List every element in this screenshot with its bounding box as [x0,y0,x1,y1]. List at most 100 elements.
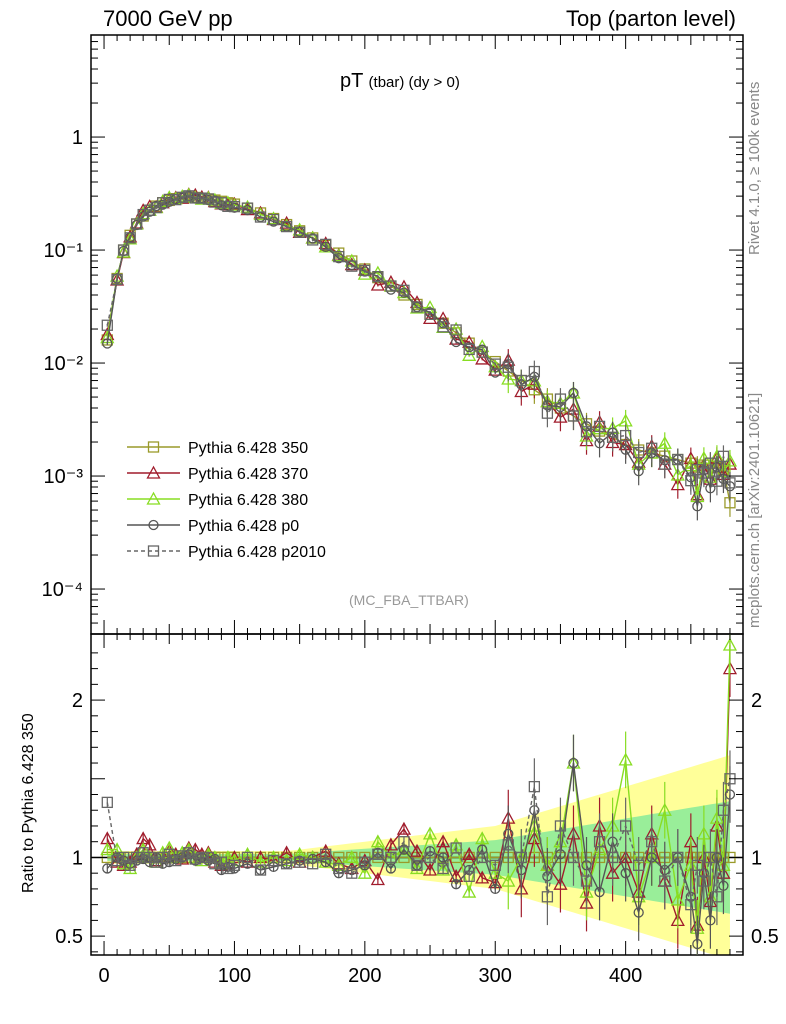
main-marker [515,374,527,387]
legend: Pythia 6.428 350 Pythia 6.428 370 Pythia 6… [127,440,326,561]
legend-marker [147,441,160,453]
xtick-label: 100 [218,965,251,987]
main-marker [398,284,410,296]
main-marker [411,301,423,313]
main-marker [111,273,123,286]
legend-label: Pythia 6.428 p0 [188,518,299,535]
ratio-marker [333,862,345,875]
ratio-marker [357,865,372,879]
main-marker [718,473,729,485]
main-ytick-label: 1 [72,127,83,149]
main-marker [705,483,716,494]
ratio-plot-series [100,634,738,955]
ratio-marker [722,637,738,651]
ratio-marker [717,804,730,816]
ratio-marker [228,859,241,871]
ratio-marker [189,853,201,865]
ratio-marker [698,875,710,887]
ratio-marker [606,851,619,864]
ratio-y-axis-label: Ratio to Pythia 6.428 350 [20,713,37,893]
ratio-marker [385,863,397,874]
ratio-marker [117,851,130,864]
ratio-marker [383,837,399,851]
main-marker [633,465,644,477]
ratio-marker [157,851,169,864]
ratio-marker [183,847,195,859]
ratio-marker [116,856,131,870]
main-marker [489,358,501,370]
xtick-label: 200 [348,965,381,987]
mcplots-credit-label: mcplots.cern.ch [arXiv:2401.10621] [746,392,763,628]
main-marker [385,280,397,292]
main-marker [424,308,436,320]
ratio-marker [202,851,215,864]
ratio-marker [515,851,527,864]
main-marker [209,196,221,208]
main-marker [157,197,169,209]
legend-label: Pythia 6.428 380 [188,492,308,509]
main-marker [346,260,358,272]
main-ytick-label: 10⁻² [44,353,84,375]
main-marker [241,202,254,214]
main-marker [553,409,568,423]
ratio-ytick-label-left: 1 [72,847,83,869]
ratio-marker [620,868,631,879]
main-ytick-label: 10⁻⁴ [42,579,83,601]
main-marker [692,501,703,512]
main-marker [541,407,554,419]
main-marker [372,271,384,283]
ratio-marker [372,848,384,860]
ratio-marker [463,870,475,882]
main-marker [116,244,131,258]
main-ytick-label: 10⁻¹ [44,240,84,262]
ratio-marker [437,852,449,863]
main-marker [528,365,541,378]
main-marker [215,197,228,209]
ratio-marker [344,850,359,864]
process-label: Top (parton level) [566,6,736,31]
main-marker [670,467,685,481]
main-marker [580,426,593,438]
main-marker [176,191,188,203]
ratio-marker [409,861,425,875]
ratio-marker [111,854,123,867]
main-marker [280,220,293,233]
main-marker [163,193,175,206]
main-marker [124,232,136,244]
ratio-marker [346,867,358,879]
ratio-marker [124,859,136,871]
main-marker [137,208,149,221]
ratio-marker [435,862,451,876]
main-marker [463,343,475,356]
ratio-marker [567,851,580,864]
legend-label: Pythia 6.428 370 [188,466,308,483]
ratio-marker [422,862,438,876]
main-marker [568,387,579,399]
main-marker [501,371,516,385]
ratio-marker [476,851,488,864]
ratio-marker [711,852,723,863]
ratio-marker [209,858,221,870]
main-marker [670,477,685,491]
xtick-label: 300 [479,965,512,987]
ratio-marker [102,863,113,874]
main-ytick-label: 10⁻³ [44,466,84,488]
ratio-marker [718,880,729,891]
main-marker [659,458,671,470]
xtick-label: 0 [98,965,109,987]
ratio-marker [554,820,567,832]
ratio-marker [593,836,606,848]
ratio-marker [196,851,208,864]
ratio-marker [705,915,716,926]
ratio-ytick-label-right: 0.5 [751,926,779,948]
main-marker [370,277,385,291]
main-marker [102,338,113,349]
main-marker [450,336,462,348]
ratio-marker [123,861,138,875]
main-marker [130,218,143,230]
ratio-marker [450,842,462,854]
main-marker [183,190,195,202]
main-marker [490,367,501,378]
ratio-marker [370,872,385,886]
